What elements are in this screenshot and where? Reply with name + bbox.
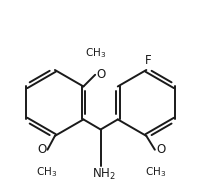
Text: O: O — [97, 68, 106, 81]
Text: O: O — [37, 143, 46, 156]
Text: F: F — [145, 54, 152, 67]
Text: NH$_2$: NH$_2$ — [92, 167, 116, 182]
Text: O: O — [156, 143, 165, 156]
Text: CH$_3$: CH$_3$ — [36, 165, 57, 179]
Text: CH$_3$: CH$_3$ — [85, 46, 106, 60]
Text: CH$_3$: CH$_3$ — [145, 165, 166, 179]
